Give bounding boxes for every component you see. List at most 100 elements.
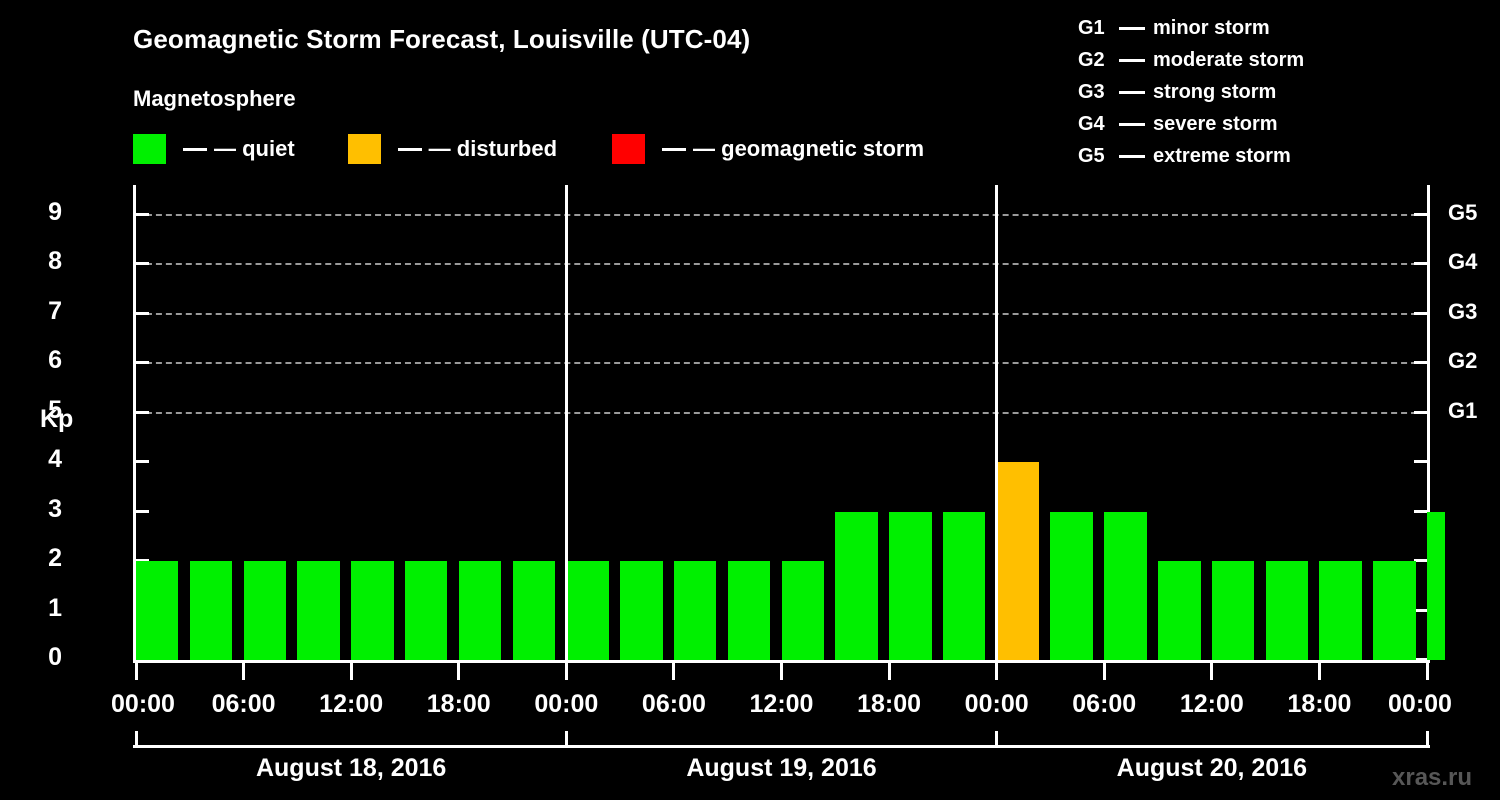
legend-swatch-quiet: [133, 134, 166, 164]
y-tick-right-3: [1414, 509, 1428, 513]
y-tick-label-7: 7: [48, 296, 62, 325]
x-tick-label-10: 12:00: [1179, 690, 1244, 718]
plot-area: [133, 185, 1445, 663]
x-tick-label-11: 18:00: [1287, 690, 1352, 718]
y-tick-label-8: 8: [48, 247, 62, 276]
day-separator-2: [995, 185, 999, 660]
x-tick-5: [672, 663, 676, 680]
legend-label-storm: — geomagnetic storm: [693, 136, 925, 161]
g-desc-g3: strong storm: [1153, 81, 1277, 103]
x-tick-9: [1102, 663, 1106, 680]
legend-dash-quiet: [183, 147, 207, 151]
y-tick-right-0: [1414, 658, 1428, 661]
bar-24: [1427, 511, 1445, 660]
legend-swatch-storm: [612, 134, 646, 164]
y-tick-right-1: [1414, 608, 1428, 612]
x-tick-label-6: 12:00: [749, 690, 814, 718]
x-tick-0: [134, 663, 138, 680]
x-tick-label-9: 06:00: [1072, 690, 1137, 718]
legend-item-storm: — geomagnetic storm: [612, 134, 924, 164]
y-tick-right-2: [1414, 559, 1428, 563]
legend-dash-disturbed: [397, 147, 422, 151]
date-bracket-tick-2: [995, 731, 999, 748]
g-desc-g5: extreme storm: [1153, 145, 1291, 167]
date-bracket-tick-3: [1425, 731, 1429, 748]
x-tick-1: [242, 663, 246, 680]
bar-1: [189, 561, 233, 660]
right-axis-label-g3: G3: [1448, 298, 1478, 324]
y-tick-label-2: 2: [48, 544, 62, 573]
bar-6: [458, 561, 502, 660]
g-dash-g3: [1119, 90, 1145, 94]
y-tick-right-4: [1414, 460, 1428, 464]
g-code-g5: G5: [1078, 145, 1105, 167]
bar-15: [942, 511, 986, 660]
bar-21: [1265, 561, 1309, 660]
y-tick-right-5: [1414, 410, 1428, 414]
y-tick-label-3: 3: [48, 494, 62, 523]
x-tick-label-3: 18:00: [426, 690, 491, 718]
x-tick-8: [995, 663, 999, 680]
x-tick-label-7: 18:00: [857, 690, 922, 718]
x-tick-3: [457, 663, 461, 680]
y-tick-2: [135, 559, 149, 563]
legend-item-quiet: — quiet: [133, 134, 295, 164]
bar-7: [512, 561, 556, 660]
gridline-kp-9: [136, 213, 1427, 216]
y-tick-label-4: 4: [48, 445, 62, 474]
g-scale-row-g5: G5 extreme storm: [1078, 140, 1304, 172]
right-axis-label-g4: G4: [1448, 249, 1478, 275]
gridline-kp-8: [136, 263, 1427, 266]
g-dash-g4: [1119, 122, 1145, 126]
bar-8: [566, 561, 609, 660]
g-dash-g1: [1119, 26, 1145, 30]
g-scale-row-g4: G4 severe storm: [1078, 108, 1304, 140]
x-tick-2: [349, 663, 353, 680]
date-label-3: August 20, 2016: [1116, 754, 1308, 782]
date-bracket-tick-0: [134, 731, 138, 748]
y-tick-label-1: 1: [48, 593, 62, 622]
bar-22: [1319, 561, 1362, 660]
g-dash-g2: [1119, 58, 1145, 62]
x-tick-label-4: 00:00: [534, 690, 599, 718]
bar-11: [727, 561, 771, 660]
bar-18: [1104, 511, 1147, 660]
bar-5: [404, 561, 448, 660]
x-tick-label-0: 00:00: [111, 690, 175, 718]
legend-label-disturbed: — disturbed: [428, 136, 558, 161]
y-tick-right-8: [1414, 262, 1428, 266]
x-tick-label-1: 06:00: [211, 690, 276, 718]
x-tick-12: [1425, 663, 1429, 680]
right-axis-label-g2: G2: [1448, 348, 1478, 374]
bar-0: [136, 561, 179, 660]
g-scale-legend: G1 minor storm G2 moderate storm G3 strong st…: [1078, 12, 1304, 172]
g-code-g1: G1: [1078, 17, 1105, 39]
legend-swatch-disturbed: [347, 134, 381, 164]
y-tick-7: [135, 311, 149, 315]
gridline-kp-5: [136, 411, 1427, 414]
page-title: Geomagnetic Storm Forecast, Louisville (…: [133, 24, 751, 54]
bar-10: [673, 561, 717, 660]
date-label-1: August 18, 2016: [255, 754, 447, 782]
y-tick-right-9: [1414, 212, 1428, 216]
x-tick-label-2: 12:00: [319, 690, 384, 718]
y-tick-label-0: 0: [48, 643, 62, 671]
bar-17: [1050, 511, 1093, 660]
date-bracket-bar: [133, 745, 1430, 748]
right-axis-label-g1: G1: [1448, 397, 1478, 423]
bar-16: [996, 462, 1040, 660]
bar-13: [835, 511, 878, 660]
x-tick-label-8: 00:00: [964, 690, 1029, 718]
date-label-2: August 19, 2016: [686, 754, 877, 782]
bar-19: [1158, 561, 1201, 660]
g-scale-row-g3: G3 strong storm: [1078, 76, 1304, 108]
x-tick-11: [1317, 663, 1321, 680]
date-bracket-tick-1: [564, 731, 568, 748]
y-tick-label-9: 9: [48, 197, 62, 226]
g-desc-g1: minor storm: [1153, 17, 1270, 39]
g-code-g2: G2: [1078, 49, 1105, 71]
x-tick-7: [887, 663, 891, 680]
y-tick-label-6: 6: [48, 346, 62, 375]
legend: — quiet — disturbed — geomagnetic storm: [133, 134, 924, 164]
g-code-g3: G3: [1078, 81, 1105, 103]
